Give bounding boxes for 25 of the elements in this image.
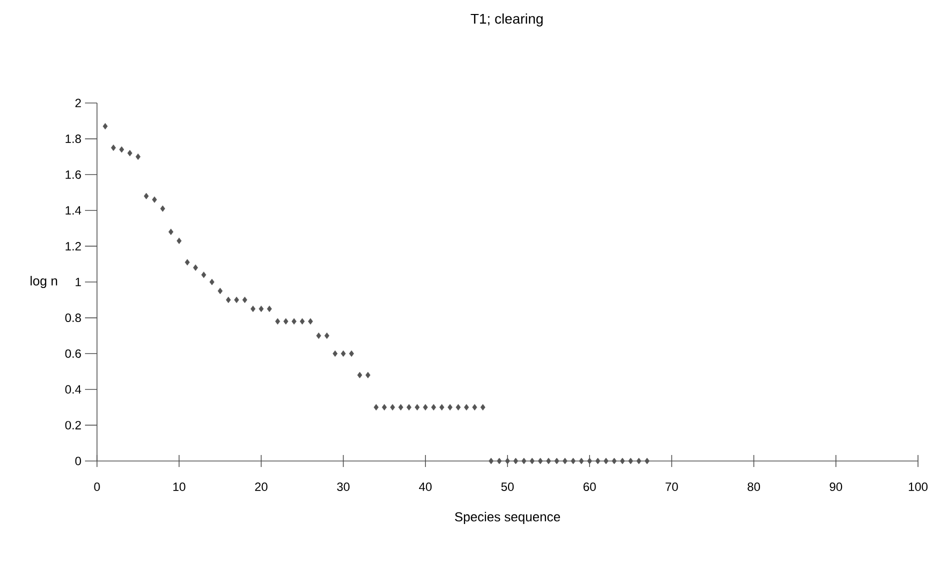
y-tick-label: 0.6 — [65, 349, 81, 358]
y-tick-label: 0 — [75, 456, 82, 466]
x-tick-label: 40 — [419, 482, 432, 492]
y-tick-label: 1 — [76, 278, 81, 286]
x-tick-label: 100 — [908, 482, 928, 492]
y-tick-label: 1.4 — [66, 206, 82, 215]
y-tick-label: 0.8 — [65, 314, 81, 322]
x-tick-label: 0 — [94, 482, 100, 492]
y-tick-label: 1.8 — [66, 134, 81, 144]
x-tick-label: 70 — [666, 482, 678, 492]
y-tick-label: 2 — [75, 98, 81, 108]
x-tick-label: 90 — [830, 482, 842, 492]
x-tick-label: 50 — [501, 482, 514, 492]
y-tick-label: 0.2 — [65, 420, 81, 430]
y-tick-label: 0.4 — [65, 385, 82, 394]
x-axis-title: Species sequence — [454, 512, 560, 524]
x-tick-label: 80 — [748, 482, 760, 492]
x-tick-label: 10 — [173, 482, 186, 492]
x-tick-label: 20 — [255, 482, 268, 492]
y-tick-label: 1.2 — [66, 242, 81, 250]
y-tick-label: 1.6 — [66, 170, 81, 179]
chart-title: T1; clearing — [470, 13, 543, 27]
x-tick-label: 30 — [337, 482, 350, 492]
y-axis-title: log n — [30, 276, 58, 288]
x-tick-label: 60 — [584, 482, 596, 492]
